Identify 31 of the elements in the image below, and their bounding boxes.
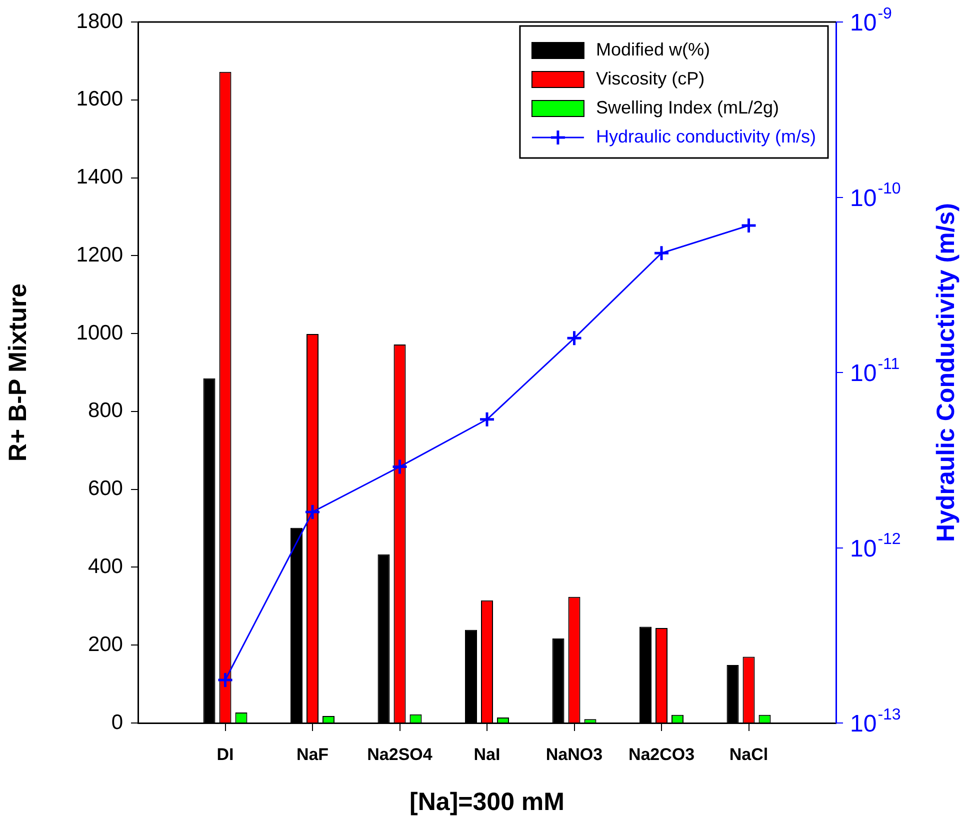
x-tick-label: NaCl [729,744,768,764]
y-tick-label: 600 [88,477,123,500]
y-tick-label: 200 [88,632,123,656]
x-tick-label: NaF [296,744,329,764]
point [740,217,757,234]
y-tick-label: 1200 [76,243,123,266]
point [566,330,582,346]
y-tick-label: 1000 [76,321,123,344]
point [653,244,670,262]
y-tick-label: 1400 [76,166,123,189]
x-axis-title: [Na]=300 mM [410,788,564,816]
x-tick-label: NaI [474,744,500,764]
legend-label: Viscosity (cP) [596,68,705,88]
y-tick-label: 0 [111,710,123,734]
legend-label: Swelling Index (mL/2g) [596,97,780,118]
y-axis-title: R+ B-P Mixture [4,283,32,462]
y-tick-label: 400 [88,555,123,578]
legend-label: Hydraulic conductivity (m/s) [596,126,816,146]
point [304,504,321,520]
y-tick-label: 1800 [76,10,123,33]
x-tick-label: DI [216,744,234,764]
point [217,672,234,688]
y-tick-label: 800 [88,399,123,422]
x-tick-label: Na2SO4 [367,744,433,764]
point [392,458,408,475]
point [478,411,496,428]
legend-label: Modified w(%) [596,39,710,60]
y-tick-label: 1600 [76,88,123,111]
y2-axis-title: Hydraulic Conductivity (m/s) [932,203,960,542]
x-tick-label: NaNO3 [546,744,603,764]
x-tick-label: Na2CO3 [628,744,695,764]
